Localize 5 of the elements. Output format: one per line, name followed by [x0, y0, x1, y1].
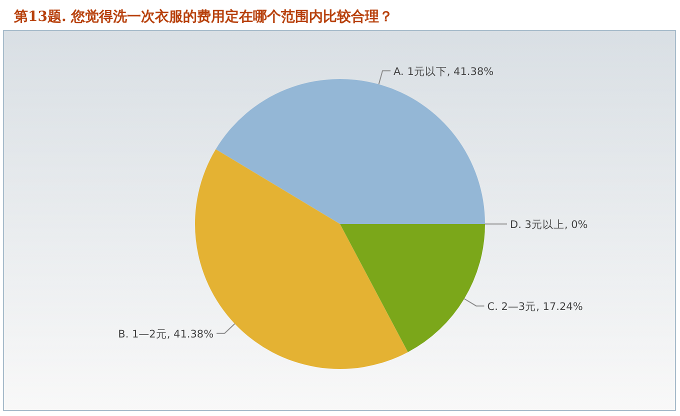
data-label: D. 3元以上, 0% [510, 219, 588, 231]
data-label: B. 1—2元, 41.38% [118, 328, 214, 340]
data-label: C. 2—3元, 17.24% [487, 300, 583, 313]
chart-title: 第13题. 您觉得洗一次衣服的费用定在哪个范围内比较合理？ [13, 8, 394, 25]
data-label: A. 1元以下, 41.38% [394, 66, 494, 78]
